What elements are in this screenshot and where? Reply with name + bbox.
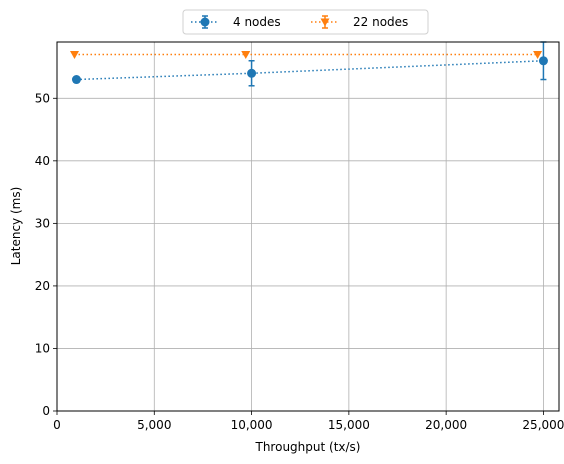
data-point [538,56,548,66]
series-2 [70,51,543,60]
data-point [70,51,80,60]
x-axis-label: Throughput (tx/s) [255,440,361,454]
x-tick-label: 5,000 [137,418,171,432]
data-point [71,75,81,85]
y-axis-label: Latency (ms) [9,187,23,266]
legend-label: 22 nodes [353,15,408,29]
y-tick-label: 0 [42,404,50,418]
x-tick-label: 20,000 [425,418,467,432]
x-tick-label: 25,000 [522,418,564,432]
x-axis: 0 5,000 10,000 15,000 20,000 25,000 [53,411,564,432]
y-tick-label: 50 [35,91,50,105]
x-tick-label: 0 [53,418,61,432]
data-point [241,51,251,60]
legend: 4 nodes 22 nodes [182,9,429,35]
series-layer [70,41,548,87]
x-tick-label: 10,000 [231,418,273,432]
data-point [247,68,257,78]
y-tick-label: 40 [35,154,50,168]
data-point [533,51,543,60]
series-line [76,60,544,81]
x-tick-label: 15,000 [328,418,370,432]
series-1 [71,41,548,87]
plot-frame [56,41,560,412]
y-tick-label: 20 [35,279,50,293]
y-axis: 0 10 20 30 40 50 [35,91,57,418]
grid [56,42,559,412]
y-tick-label: 30 [35,216,50,230]
legend-box [182,9,429,35]
legend-marker [200,17,210,27]
legend-marker [320,18,330,27]
legend-label: 4 nodes [233,15,281,29]
y-tick-label: 10 [35,341,50,355]
